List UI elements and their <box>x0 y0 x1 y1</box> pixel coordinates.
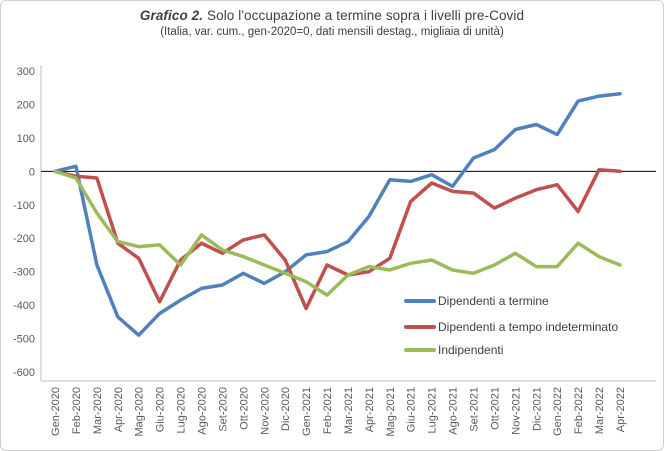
x-tick-label: Gen-2021 <box>301 387 313 436</box>
x-tick-label: Giu-2020 <box>155 387 167 432</box>
y-tick-label: -100 <box>13 200 35 212</box>
x-tick-label: Ott-2020 <box>238 387 250 430</box>
x-tick-label: Ago-2021 <box>448 387 460 435</box>
chart-title-block: Grafico 2. Solo l'occupazione a termine … <box>1 8 663 38</box>
y-tick-label: 200 <box>17 99 35 111</box>
series-line-dipendenti-a-termine <box>53 91 622 337</box>
x-tick-label: Dic-2021 <box>531 387 543 431</box>
chart-title-text: Solo l'occupazione a termine sopra i liv… <box>203 8 525 23</box>
x-tick-label: Feb-2020 <box>71 387 83 434</box>
legend-label: Dipendenti a termine <box>438 294 549 308</box>
x-tick-label: Set-2020 <box>217 387 229 432</box>
y-tick-label: -300 <box>13 267 35 279</box>
y-tick-label: 300 <box>17 66 35 78</box>
y-tick-label: -500 <box>13 334 35 346</box>
x-tick-label: Mag-2020 <box>134 387 146 437</box>
x-tick-label: Gen-2020 <box>50 387 62 436</box>
y-tick-label: -200 <box>13 233 35 245</box>
x-tick-label: Lug-2021 <box>427 387 439 434</box>
x-tick-label: Ago-2020 <box>196 387 208 435</box>
y-tick-label: 100 <box>17 133 35 145</box>
x-tick-label: Nov-2020 <box>259 387 271 435</box>
x-tick-label: Set-2021 <box>469 387 481 432</box>
x-tick-label: Mar-2020 <box>92 387 104 434</box>
x-tick-label: Lug-2020 <box>176 387 188 434</box>
chart-subtitle: (Italia, var. cum., gen-2020=0, dati men… <box>160 26 504 38</box>
y-tick-label: 0 <box>29 166 35 178</box>
chart-title: Grafico 2. Solo l'occupazione a termine … <box>1 8 663 23</box>
x-tick-label: Apr-2021 <box>364 387 376 432</box>
x-tick-label: Nov-2021 <box>510 387 522 435</box>
x-tick-label: Ott-2021 <box>489 387 501 430</box>
x-tick-label: Gen-2022 <box>552 387 564 436</box>
x-tick-label: Mag-2021 <box>385 387 397 437</box>
legend-label: Dipendenti a tempo indeterminato <box>438 320 618 334</box>
x-tick-label: Mar-2022 <box>594 387 606 434</box>
legend-label: Indipendenti <box>438 343 503 357</box>
y-tick-label: -400 <box>13 300 35 312</box>
x-tick-label: Feb-2022 <box>573 387 585 434</box>
series-line-dipendenti-a-tempo-indeterminato <box>53 167 622 311</box>
x-tick-label: Apr-2020 <box>113 387 125 432</box>
x-tick-label: Mar-2021 <box>343 387 355 434</box>
x-tick-label: Dic-2020 <box>280 387 292 431</box>
y-tick-label: -600 <box>13 367 35 379</box>
x-tick-label: Apr-2022 <box>615 387 627 432</box>
x-tick-label: Feb-2021 <box>322 387 334 434</box>
series-line-indipendenti <box>53 169 622 297</box>
x-tick-label: Giu-2021 <box>406 387 418 432</box>
chart-title-prefix: Grafico 2. <box>139 8 204 23</box>
